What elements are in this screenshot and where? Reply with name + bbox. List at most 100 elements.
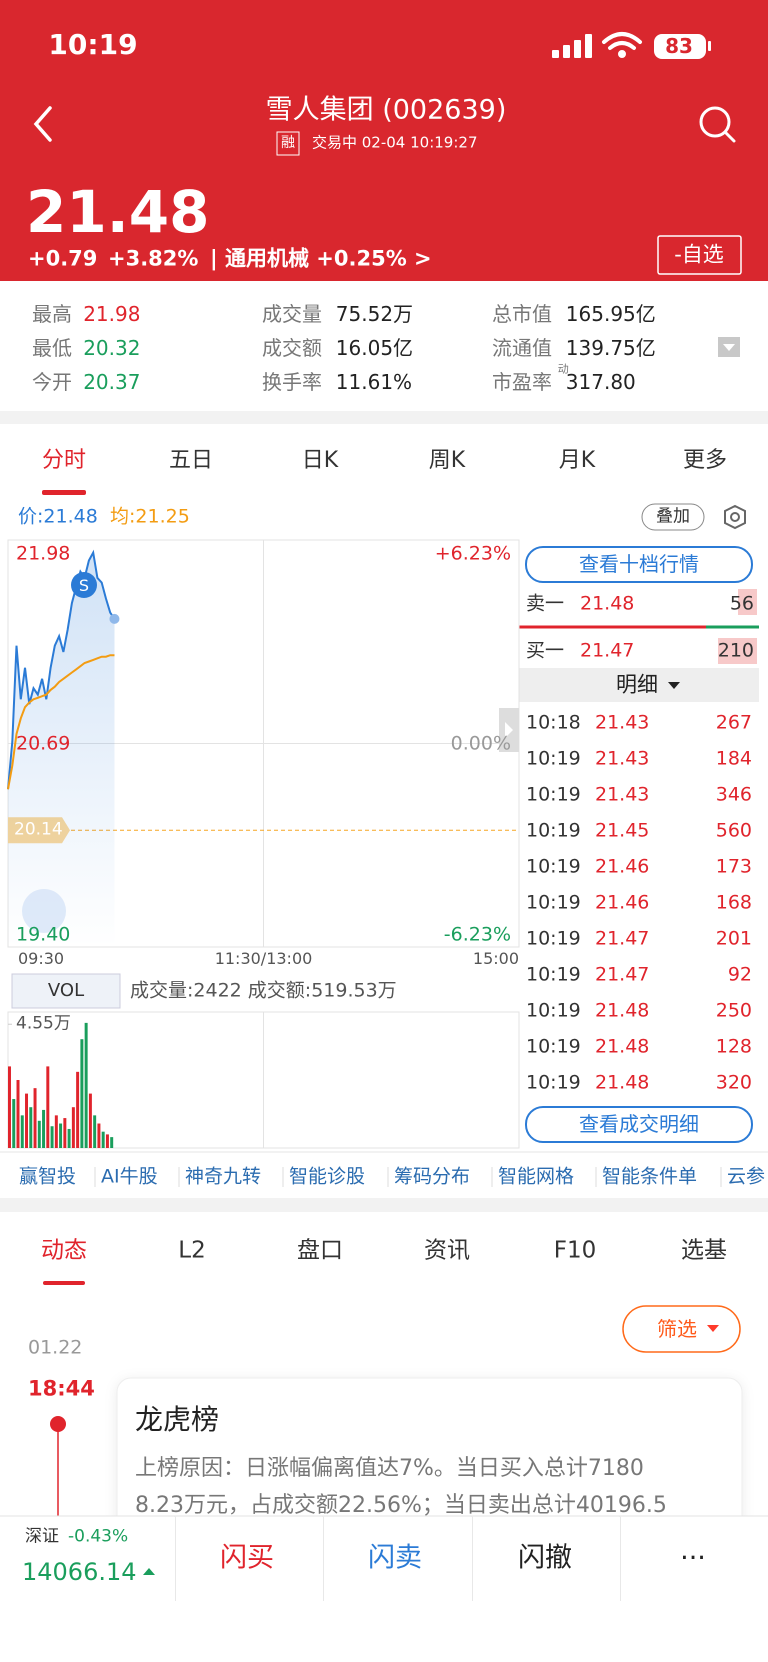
trade-time: 10:19 [526,819,581,842]
tool-link[interactable]: 赢智投 [19,1165,77,1188]
action-button[interactable]: 闪买 [220,1542,274,1574]
action-separator [472,1517,473,1601]
action-button[interactable]: 闪卖 [368,1542,422,1574]
last-dot [109,613,120,624]
price-area [8,552,115,947]
x-tick-label: 11:30/13:00 [214,949,313,968]
chart-tab[interactable]: 更多 [682,448,728,473]
y2-tick-label: +6.23% [434,542,511,565]
tool-link[interactable]: 神奇九转 [185,1165,262,1188]
chart-tab[interactable]: 分时 [41,448,87,473]
volume-bar [110,1137,114,1148]
trade-price: 21.43 [595,747,650,770]
detail-header[interactable]: 明细 [616,672,658,697]
tool-link[interactable]: 智能诊股 [289,1165,366,1188]
trades-frame[interactable] [525,1106,753,1143]
trade-price: 21.48 [595,1035,650,1058]
feed-tab[interactable]: 选基 [681,1237,727,1264]
stock-title: 雪人集团 (002639) [265,94,507,126]
timeline-dot [50,1416,66,1432]
chart-tab[interactable]: 日K [301,448,339,473]
volume-bar [71,1107,75,1148]
stat-value: 16.05亿 [335,336,414,360]
tool-link[interactable]: 筹码分布 [394,1165,471,1188]
volume-bar [63,1118,67,1148]
back-button[interactable] [33,106,52,142]
volume-bar [97,1123,101,1148]
tab-underline [43,1281,85,1285]
trade-volume: 346 [715,783,752,806]
stat-mark: 动 [557,362,569,376]
tool-link[interactable]: 智能网格 [498,1165,575,1188]
feed-tab[interactable]: F10 [553,1237,597,1264]
volume-bar [59,1123,63,1148]
average-legend: 均:21.25 [110,505,190,528]
signal-icon [552,34,592,58]
index-name[interactable]: 深证 [25,1526,59,1547]
index-arrow [143,1568,155,1575]
stat-value: 165.95亿 [565,302,656,326]
depth-button[interactable]: 查看十档行情 [579,552,699,576]
watch-frame[interactable] [657,235,742,275]
index-change: -0.43% [68,1526,129,1547]
volume-bar [33,1088,37,1148]
feed-tab[interactable]: 动态 [41,1237,87,1264]
price-legend: 价:21.48 [18,505,98,528]
bottom-bar [0,1517,768,1662]
stat-label: 换手率 [262,370,322,394]
feed-tab[interactable]: 资讯 [424,1237,470,1264]
indicator-name[interactable]: VOL [47,980,85,1001]
chart-tab[interactable]: 五日 [168,448,214,473]
tab-underline [42,490,86,495]
action-button[interactable]: 闪撤 [518,1542,572,1574]
action-button[interactable]: ··· [680,1542,706,1574]
clock: 10:19 [48,28,138,61]
volume-summary: 成交量:2422 成交额:519.53万 [130,979,397,1002]
filter-frame[interactable] [622,1305,741,1353]
volume-bar [76,1071,80,1148]
ask-label: 卖一 [526,592,565,615]
trade-price: 21.43 [595,783,650,806]
ask-volume: 56 [729,592,754,615]
sector-link[interactable]: | 通用机械 +0.25% > [210,246,432,271]
trades-button[interactable]: 查看成交明细 [579,1112,699,1136]
trade-time: 10:19 [526,1035,581,1058]
action-separator [620,1517,621,1601]
reference-label: 20.14 [14,819,63,840]
trade-volume: 128 [715,1035,752,1058]
chart-tab[interactable]: 月K [558,448,596,473]
divider [0,411,768,424]
trade-time: 10:19 [526,747,581,770]
tool-link[interactable]: AI牛股 [101,1165,158,1188]
trade-time: 10:18 [526,711,581,734]
search-button[interactable] [699,106,736,143]
feed-tab[interactable]: L2 [178,1237,206,1264]
watch-button[interactable]: -自选 [674,242,724,267]
overlay-button[interactable]: 叠加 [656,506,690,527]
depth-frame[interactable] [525,546,753,583]
volume-bar [20,1115,24,1148]
chart-tab[interactable]: 周K [428,448,466,473]
stat-value: 20.37 [83,370,141,394]
trade-time: 10:19 [526,855,581,878]
volume-bar [88,1093,92,1148]
tool-link[interactable]: 云参 [727,1165,766,1188]
feed-tab[interactable]: 盘口 [297,1237,343,1264]
card-title[interactable]: 龙虎榜 [135,1403,220,1436]
volume-bar [29,1107,33,1148]
filter-button[interactable]: 筛选 [657,1317,697,1341]
trade-time: 10:19 [526,1071,581,1094]
tool-link[interactable]: 智能条件单 [602,1165,698,1188]
volume-bar [67,1128,71,1148]
action-separator [323,1517,324,1601]
battery-tip [708,41,711,51]
overlay-frame[interactable] [641,503,705,531]
stat-value: 139.75亿 [565,336,656,360]
volume-bar [93,1115,97,1148]
volume-bar [25,1093,29,1148]
trade-volume: 201 [715,927,752,950]
margin-badge: 融 [281,135,295,151]
settings-button[interactable] [724,504,746,530]
